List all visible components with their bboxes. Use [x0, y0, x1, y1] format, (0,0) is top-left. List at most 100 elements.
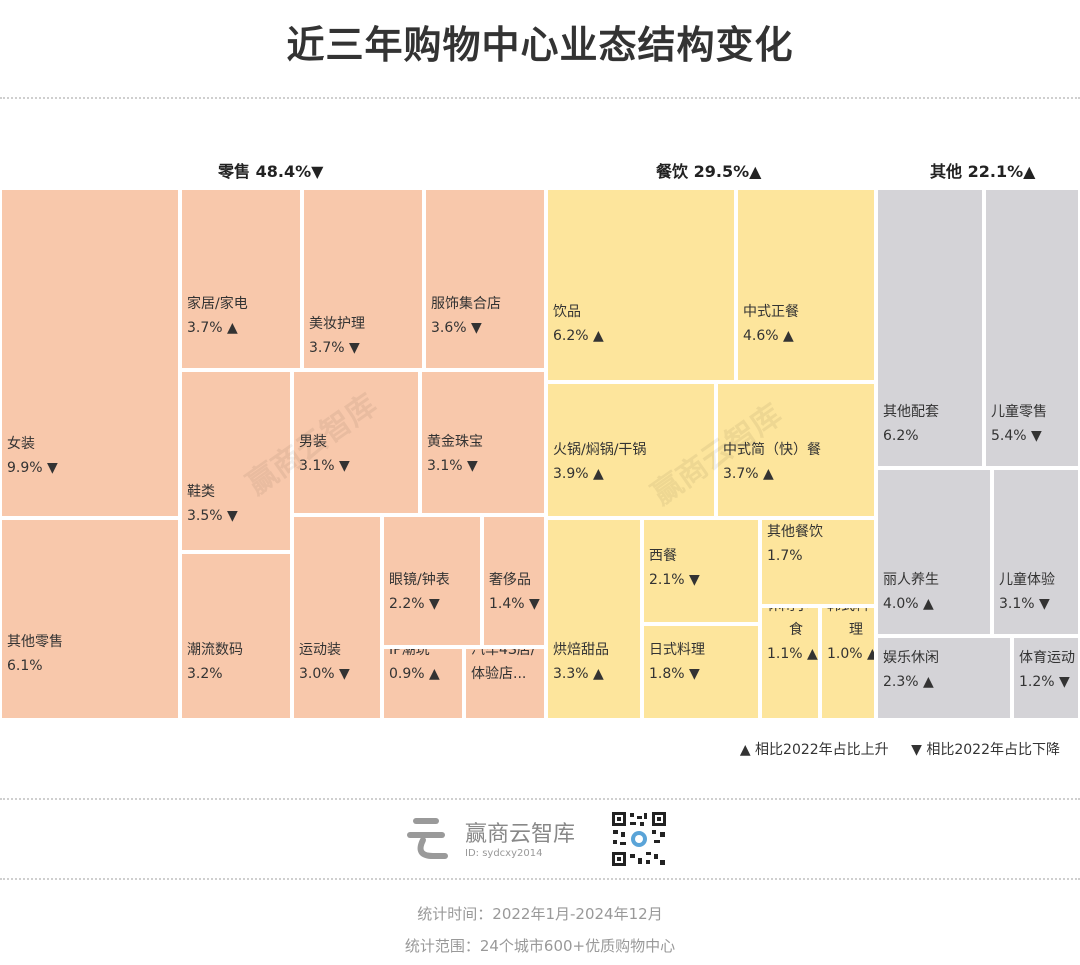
legend: ▲ 相比2022年占比上升 ▼ 相比2022年占比下降 [722, 739, 1060, 759]
group-trend: ▲ [1023, 162, 1036, 181]
footer-scope: 统计范围：24个城市600+优质购物中心 [404, 937, 676, 955]
cell-label: 其他配套 6.2% [883, 400, 939, 448]
cell-name: 娱乐休闲 [883, 650, 939, 666]
cell-name: 潮流数码 [187, 642, 243, 658]
cell-label: 饮品 6.2% ▲ [553, 300, 604, 348]
cell-label: 体育运动 1.2% ▼ [1019, 646, 1075, 694]
cell-label: 其他餐饮 1.7% [767, 520, 823, 568]
cell-name: 黄金珠宝 [427, 434, 483, 450]
footer-time: 统计时间：2022年1月-2024年12月 [417, 905, 663, 923]
cell-value: 1.4% ▼ [489, 596, 540, 612]
cell-value: 1.0% ▲ [827, 646, 876, 662]
cell-label: 汽车4S店/体验店... [471, 647, 536, 686]
cell-label: 男装 3.1% ▼ [299, 430, 350, 478]
group-trend: ▼ [311, 162, 324, 181]
cell-name-line2: 食 [789, 622, 803, 638]
cell-label: 火锅/焖锅/干锅 3.9% ▲ [553, 438, 646, 486]
treemap-cell: 其他餐饮 1.7% [760, 518, 876, 606]
treemap-cell: 韩式料理 1.0% ▲ [820, 606, 876, 720]
group-name: 其他 [930, 162, 963, 181]
cell-name: 其他餐饮 [767, 524, 823, 540]
treemap-cell: 黄金珠宝 3.1% ▼ [420, 370, 546, 515]
legend-up: ▲ 相比2022年占比上升 [739, 742, 889, 758]
treemap-cell: 饮品 6.2% ▲ [546, 188, 736, 382]
cell-value: 2.3% ▲ [883, 674, 934, 690]
cell-label: 运动装 3.0% ▼ [299, 638, 350, 686]
cell-value: 1.8% ▼ [649, 666, 700, 682]
brand-name: 赢商云智库 [465, 822, 576, 847]
cell-name: 丽人养生 [883, 572, 939, 588]
cell-value: 2.2% ▼ [389, 596, 440, 612]
cell-name: 休闲小 [767, 606, 809, 614]
cell-name: IP潮玩 [389, 647, 430, 658]
cell-value: 2.1% ▼ [649, 572, 700, 588]
cell-value: 4.6% ▲ [743, 328, 794, 344]
group-value: 22.1% [967, 162, 1024, 181]
cell-value: 3.7% ▼ [309, 340, 360, 356]
cell-value: 3.1% ▼ [299, 458, 350, 474]
divider-middle [0, 798, 1080, 800]
cell-label: 女装 9.9% ▼ [7, 432, 58, 480]
cell-value: 0.9% ▲ [389, 666, 440, 682]
treemap-cell: 运动装 3.0% ▼ [292, 515, 382, 720]
qr-code-icon [610, 810, 668, 868]
cell-label: 丽人养生 4.0% ▲ [883, 568, 939, 616]
treemap-cell: 男装 3.1% ▼ [292, 370, 420, 515]
cell-value: 3.7% ▲ [723, 466, 774, 482]
treemap-cell: 其他配套 6.2% [876, 188, 984, 468]
cell-value: 3.7% ▲ [187, 320, 238, 336]
cell-label: 中式简（快）餐 3.7% ▲ [723, 438, 821, 486]
cell-name: 儿童零售 [991, 404, 1047, 420]
cell-label: 服饰集合店 3.6% ▼ [431, 292, 501, 340]
cell-value: 3.5% ▼ [187, 508, 238, 524]
treemap-cell: 西餐 2.1% ▼ [642, 518, 760, 624]
cell-name: 儿童体验 [999, 572, 1055, 588]
cell-value: 1.1% ▲ [767, 646, 818, 662]
treemap-cell: IP潮玩 0.9% ▲ [382, 647, 464, 720]
treemap-cell: 体育运动 1.2% ▼ [1012, 636, 1080, 720]
treemap-cell: 娱乐休闲 2.3% ▲ [876, 636, 1012, 720]
legend-down: ▼ 相比2022年占比下降 [911, 742, 1060, 758]
cell-value: 1.2% ▼ [1019, 674, 1070, 690]
cell-label: 奢侈品 1.4% ▼ [489, 568, 540, 616]
cell-name: 眼镜/钟表 [389, 572, 450, 588]
cell-name: 中式正餐 [743, 304, 799, 320]
cell-value: 5.4% ▼ [991, 428, 1042, 444]
cell-label: IP潮玩 0.9% ▲ [389, 647, 440, 686]
cell-label: 鞋类 3.5% ▼ [187, 480, 238, 528]
cell-label: 眼镜/钟表 2.2% ▼ [389, 568, 450, 616]
divider-bottom [0, 878, 1080, 880]
group-label-retail: 零售 48.4%▼ [218, 158, 323, 182]
group-value: 48.4% [255, 162, 312, 181]
group-label-other: 其他 22.1%▲ [930, 158, 1035, 182]
group-name: 餐饮 [656, 162, 689, 181]
cell-name: 韩式料 [827, 606, 869, 614]
cell-name: 烘焙甜品 [553, 642, 609, 658]
cell-name: 服饰集合店 [431, 296, 501, 312]
cell-label: 黄金珠宝 3.1% ▼ [427, 430, 483, 478]
cell-label: 美妆护理 3.7% ▼ [309, 312, 365, 360]
cell-label: 家居/家电 3.7% ▲ [187, 292, 248, 340]
treemap-cell: 烘焙甜品 3.3% ▲ [546, 518, 642, 720]
cell-name: 体育运动 [1019, 650, 1075, 666]
cell-label: 娱乐休闲 2.3% ▲ [883, 646, 939, 694]
cell-label: 儿童零售 5.4% ▼ [991, 400, 1047, 448]
group-value: 29.5% [693, 162, 750, 181]
treemap-cell: 休闲小食 1.1% ▲ [760, 606, 820, 720]
cell-name-line2: 理 [849, 622, 863, 638]
treemap-cell: 鞋类 3.5% ▼ [180, 370, 292, 552]
divider-top [0, 97, 1080, 99]
cell-label: 烘焙甜品 3.3% ▲ [553, 638, 609, 686]
cell-name: 汽车4S店/ [471, 647, 536, 658]
cell-label: 韩式料理 1.0% ▲ [827, 606, 876, 666]
treemap-cell: 丽人养生 4.0% ▲ [876, 468, 992, 636]
treemap-cell: 儿童体验 3.1% ▼ [992, 468, 1080, 636]
treemap-cell: 火锅/焖锅/干锅 3.9% ▲ [546, 382, 716, 518]
brand-id: ID: sydcxy2014 [465, 848, 543, 859]
treemap-cell: 其他零售 6.1% [0, 518, 180, 720]
treemap-cell: 中式正餐 4.6% ▲ [736, 188, 876, 382]
page-title: 近三年购物中心业态结构变化 [286, 23, 794, 67]
treemap-cell: 家居/家电 3.7% ▲ [180, 188, 302, 370]
brand-block: 赢商云智库 ID: sydcxy2014 [405, 810, 695, 870]
cell-name: 奢侈品 [489, 572, 531, 588]
